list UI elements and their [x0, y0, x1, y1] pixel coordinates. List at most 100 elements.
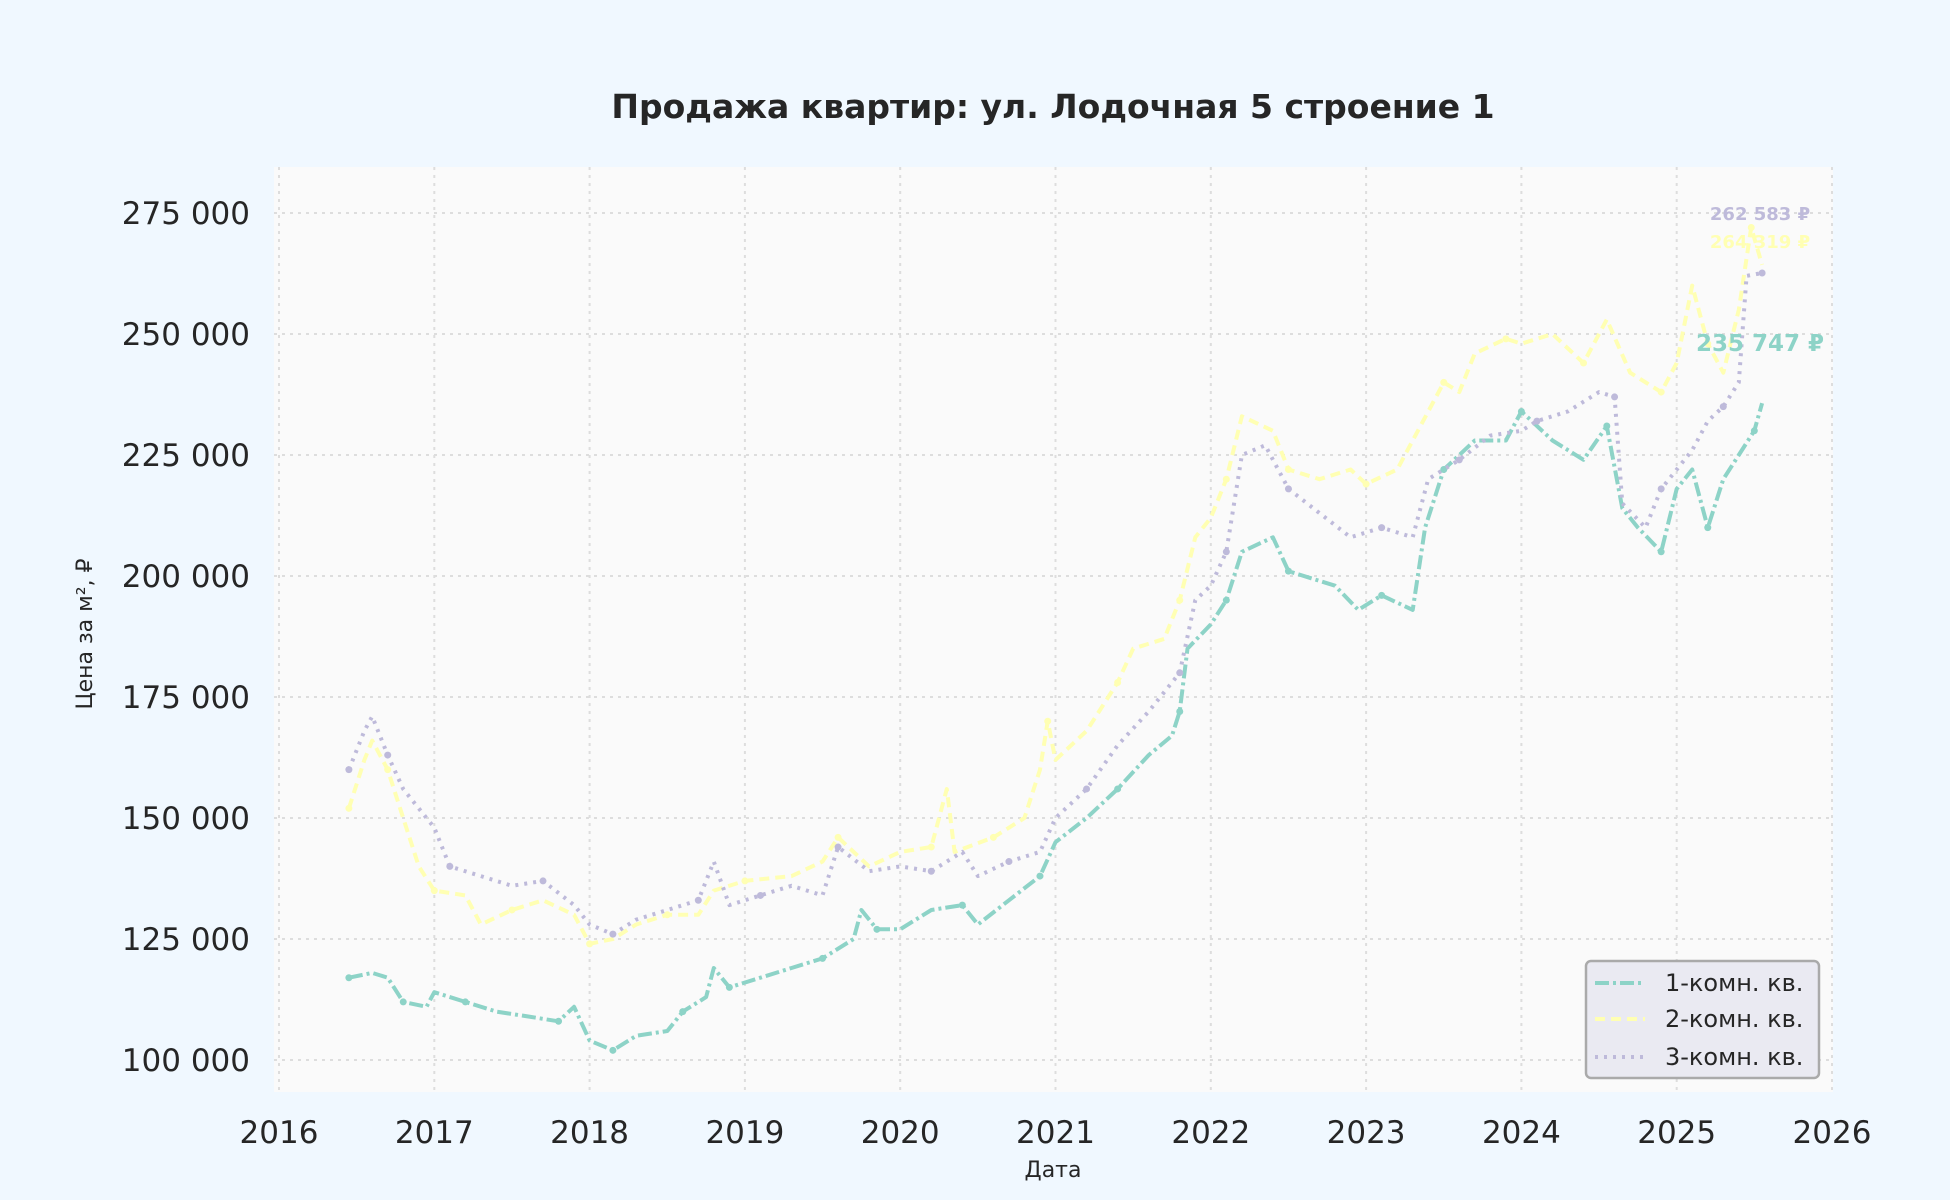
data-point: [663, 911, 671, 919]
data-point: [1378, 591, 1386, 599]
data-point: [1440, 466, 1448, 474]
data-point: [1284, 466, 1292, 474]
chart-title: Продажа квартир: ул. Лодочная 5 строение…: [611, 87, 1494, 126]
data-point: [1044, 717, 1052, 725]
data-point: [1083, 785, 1091, 793]
data-point: [679, 1008, 687, 1016]
x-tick-label: 2023: [1327, 1115, 1406, 1151]
y-tick-label: 200 000: [122, 559, 250, 595]
data-point: [989, 833, 997, 841]
data-point: [1284, 485, 1292, 493]
data-point: [586, 940, 594, 948]
data-point: [609, 930, 617, 938]
data-point: [1502, 335, 1510, 343]
x-tick-label: 2026: [1793, 1115, 1872, 1151]
data-point: [1603, 422, 1611, 430]
end-label-2room: 264 319 ₽: [1710, 232, 1810, 253]
data-point: [1704, 524, 1712, 532]
y-tick-label: 150 000: [122, 801, 250, 837]
data-point: [1704, 340, 1712, 348]
y-tick-label: 250 000: [122, 317, 250, 353]
x-tick-label: 2017: [395, 1115, 474, 1151]
x-tick-label: 2019: [705, 1115, 784, 1151]
x-tick-label: 2018: [550, 1115, 629, 1151]
data-point: [609, 1046, 617, 1054]
y-tick-label: 175 000: [122, 680, 250, 716]
data-point: [555, 1017, 563, 1025]
data-point: [694, 896, 702, 904]
axis-ticks: 2016 2017 2018 2019 2020 2021 2022 2023 2024 2025…: [122, 196, 1872, 1151]
end-label-3room: 262 583 ₽: [1710, 204, 1810, 225]
x-axis-label: Дата: [1025, 1158, 1082, 1183]
x-tick-label: 2022: [1171, 1115, 1250, 1151]
legend-label-3room: 3-комн. кв.: [1665, 1043, 1803, 1071]
legend-box: [1584, 959, 1821, 1080]
data-point: [1176, 596, 1184, 604]
data-point: [446, 862, 454, 870]
data-point: [741, 877, 749, 885]
legend-label-2room: 2-комн. кв.: [1665, 1005, 1803, 1033]
y-axis-label: Цена за м², ₽: [73, 558, 98, 709]
data-point: [1611, 393, 1619, 401]
series-line-3room: [347, 271, 1763, 937]
data-point: [345, 766, 353, 774]
data-point: [873, 925, 881, 933]
x-tick-label: 2016: [240, 1115, 319, 1151]
x-tick-label: 2020: [861, 1115, 940, 1151]
data-point: [345, 804, 353, 812]
data-point: [1114, 785, 1122, 793]
data-point: [1222, 548, 1230, 556]
legend-label-1room: 1-комн. кв.: [1665, 969, 1803, 997]
data-point: [1719, 403, 1727, 411]
data-point: [384, 766, 392, 774]
data-point: [1005, 858, 1013, 866]
y-tick-label: 125 000: [122, 922, 250, 958]
data-point: [927, 867, 935, 875]
data-point: [1758, 269, 1766, 277]
data-point: [430, 887, 438, 895]
data-point: [399, 998, 407, 1006]
data-point: [1657, 388, 1665, 396]
data-point: [1747, 224, 1755, 232]
data-point: [1455, 456, 1463, 464]
data-point: [834, 833, 842, 841]
data-point: [1580, 359, 1588, 367]
data-point: [1222, 475, 1230, 483]
data-point: [1176, 708, 1184, 716]
legend: 1-комн. кв. 2-комн. кв. 3-комн. кв.: [1584, 959, 1821, 1080]
data-point: [1533, 417, 1541, 425]
data-point: [927, 843, 935, 851]
data-point: [834, 843, 842, 851]
y-tick-label: 225 000: [122, 438, 250, 474]
data-point: [1362, 480, 1370, 488]
x-tick-label: 2021: [1016, 1115, 1095, 1151]
data-point: [345, 974, 353, 982]
data-point: [1378, 524, 1386, 532]
plot-area: [274, 167, 1833, 1092]
data-point: [1222, 596, 1230, 604]
data-point: [1657, 548, 1665, 556]
data-point: [384, 751, 392, 759]
data-point: [1284, 567, 1292, 575]
grid: [274, 167, 1833, 1092]
data-point: [539, 877, 547, 885]
series-line-1room: [348, 402, 1765, 1053]
data-point: [508, 906, 516, 914]
data-point: [819, 954, 827, 962]
data-point: [1517, 407, 1525, 415]
data-point: [1440, 378, 1448, 386]
data-point: [958, 901, 966, 909]
y-tick-label: 100 000: [122, 1043, 250, 1079]
y-tick-label: 275 000: [122, 196, 250, 232]
x-tick-label: 2025: [1637, 1115, 1716, 1151]
end-labels: 262 583 ₽ 264 319 ₽ 235 747 ₽: [1696, 204, 1824, 357]
data-point: [756, 891, 764, 899]
data-point: [725, 983, 733, 991]
data-point: [1036, 872, 1044, 880]
data-point: [461, 998, 469, 1006]
data-point: [1657, 485, 1665, 493]
series-lines: [345, 224, 1766, 1054]
data-point: [1176, 669, 1184, 677]
end-label-1room: 235 747 ₽: [1696, 331, 1824, 357]
